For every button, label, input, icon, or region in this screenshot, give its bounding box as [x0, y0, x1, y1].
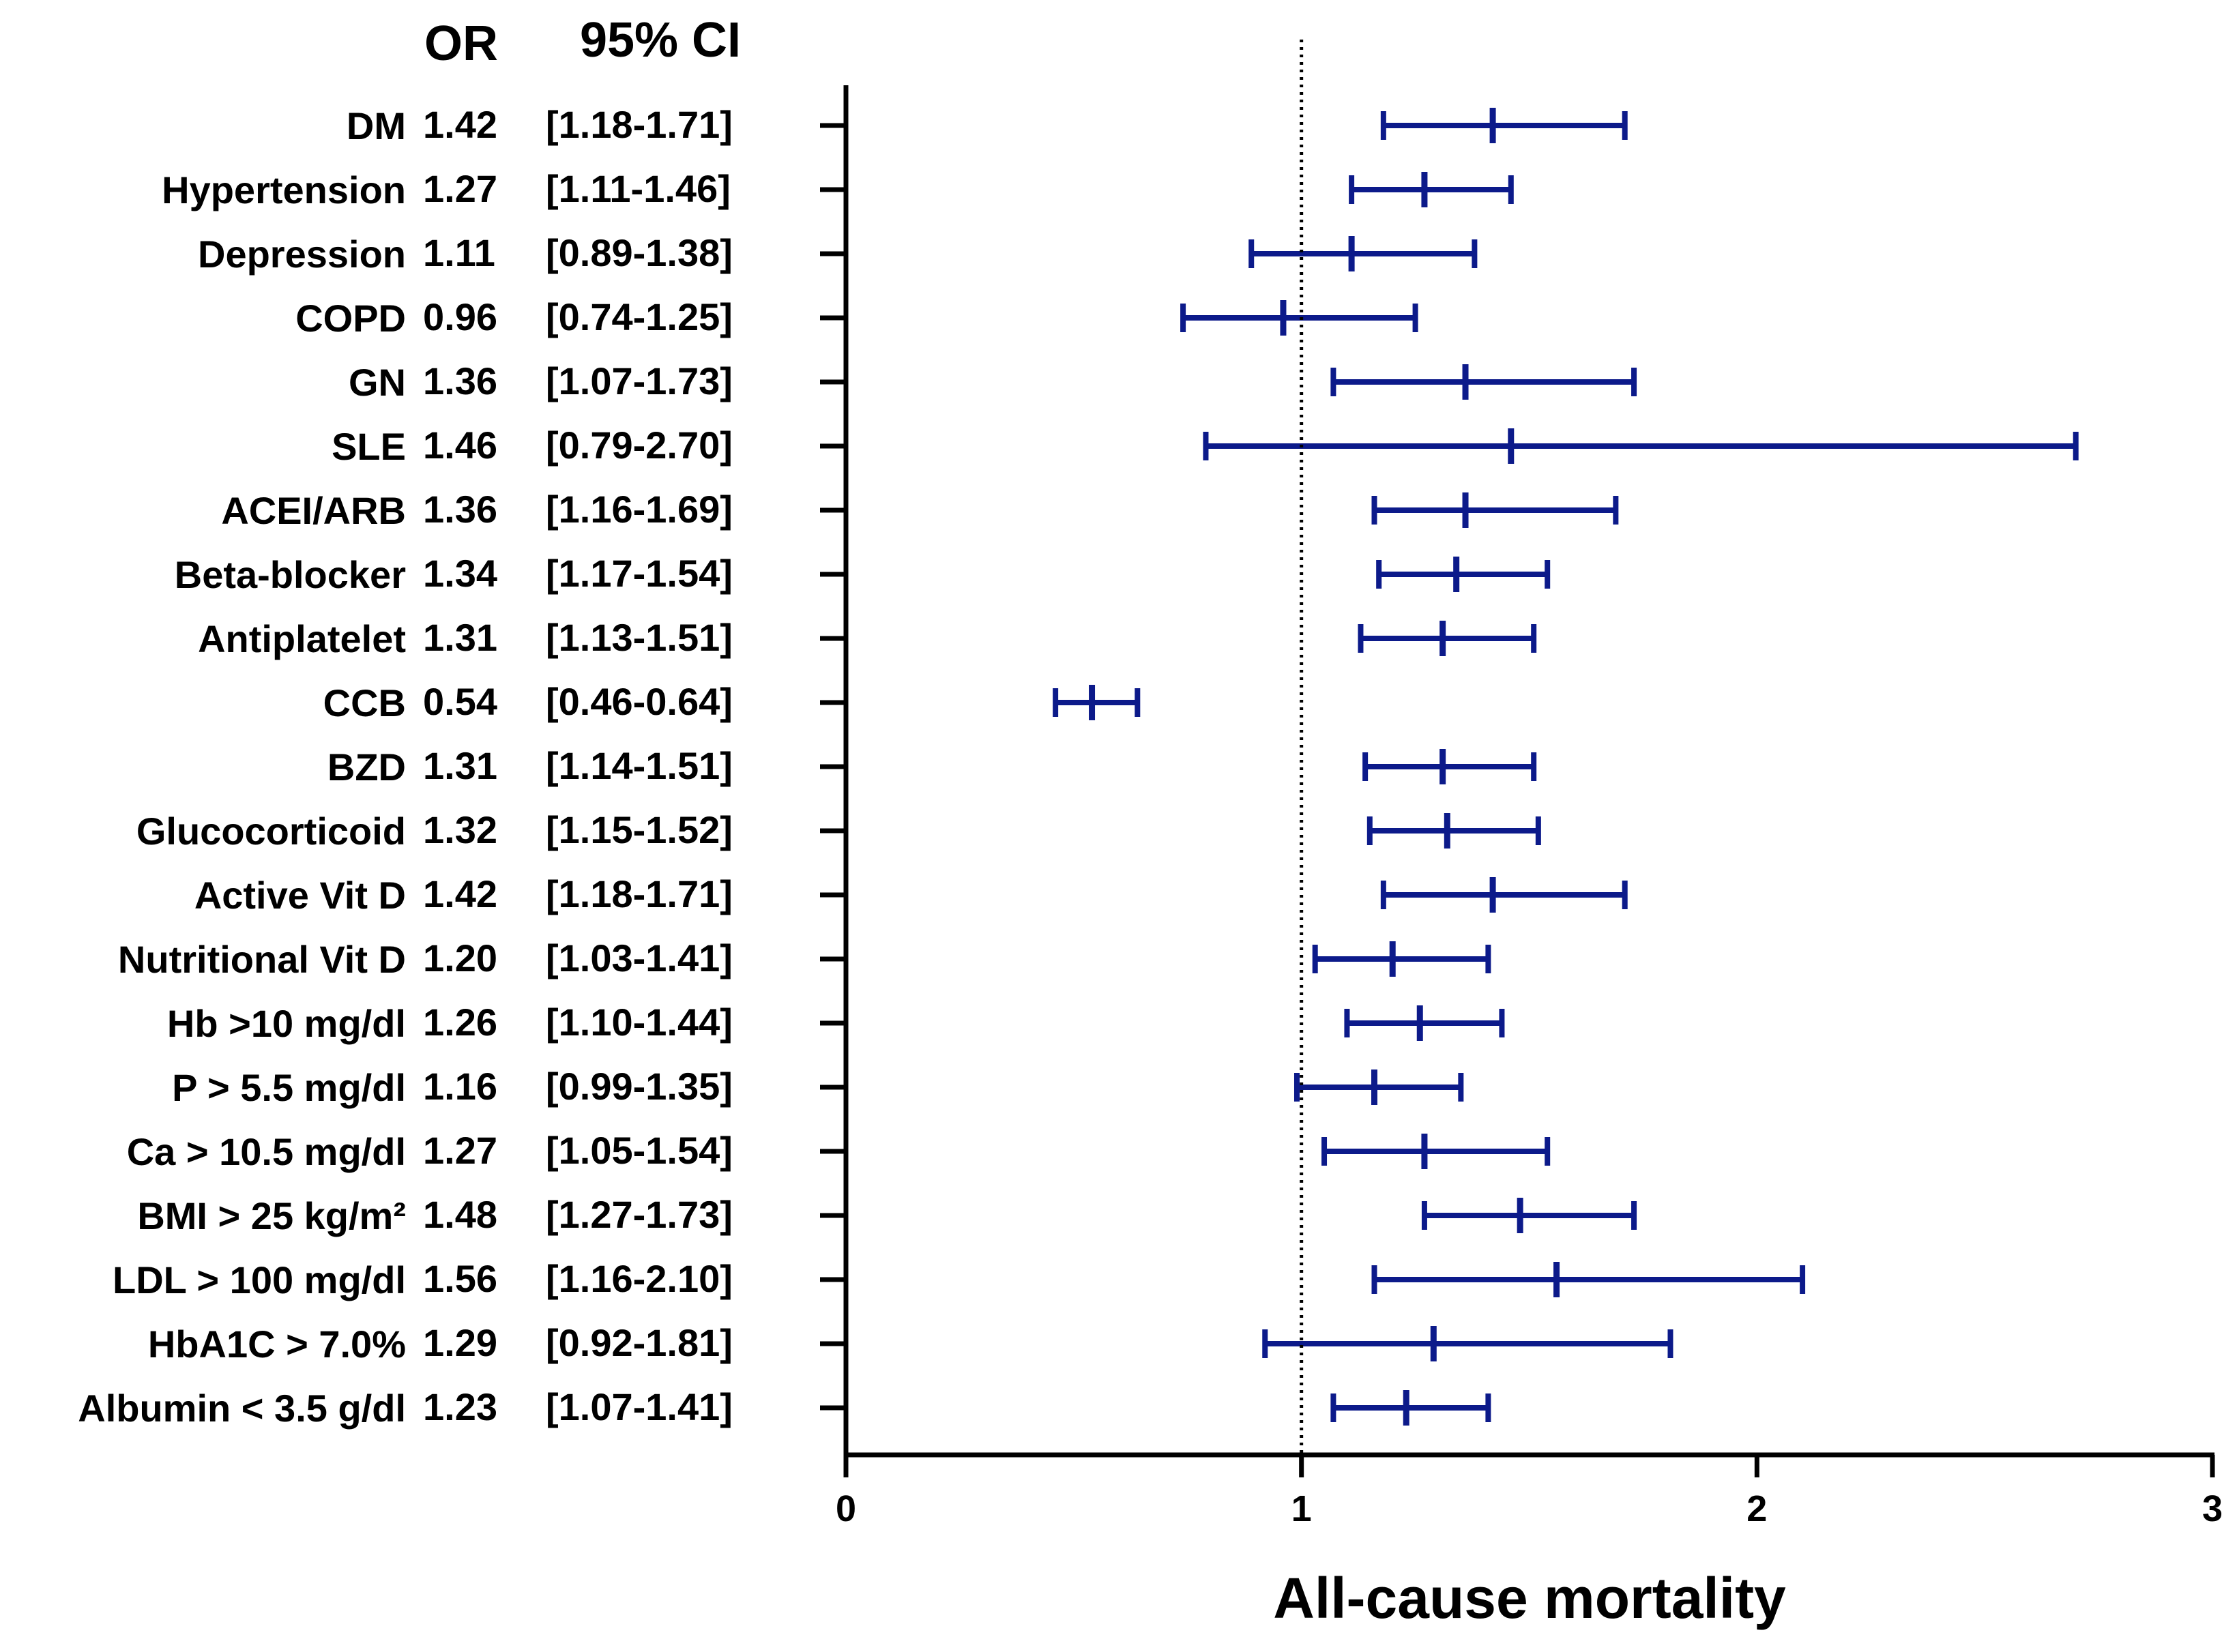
forest-row: Hypertension 1.27 [1.11-1.46] — [162, 167, 1514, 211]
x-tick-label: 2 — [1746, 1488, 1767, 1529]
row-label: Active Vit D — [194, 874, 406, 917]
ci-value: [0.92-1.81] — [546, 1321, 733, 1364]
forest-row: Nutritional Vit D 1.20 [1.03-1.41] — [118, 936, 1491, 981]
or-value: 1.36 — [423, 488, 497, 531]
row-label: BZD — [327, 746, 406, 788]
ci-value: [1.13-1.51] — [546, 616, 733, 659]
or-value: 1.32 — [423, 808, 497, 851]
forest-row: Ca > 10.5 mg/dl 1.27 [1.05-1.54] — [127, 1129, 1551, 1173]
or-value: 1.42 — [423, 872, 497, 915]
forest-row: CCB 0.54 [0.46-0.64] — [323, 680, 1141, 724]
forest-row: LDL > 100 mg/dl 1.56 [1.16-2.10] — [113, 1257, 1806, 1301]
x-tick-label: 3 — [2202, 1488, 2223, 1529]
forest-row: Beta-blocker 1.34 [1.17-1.54] — [175, 552, 1551, 596]
or-value: 1.11 — [423, 231, 495, 274]
row-label: Hypertension — [162, 168, 406, 211]
row-label: LDL > 100 mg/dl — [113, 1258, 406, 1301]
row-label: DM — [347, 104, 406, 147]
forest-row: Glucocorticoid 1.32 [1.15-1.52] — [136, 808, 1541, 853]
ci-value: [0.99-1.35] — [546, 1065, 733, 1108]
x-tick-label: 0 — [836, 1488, 856, 1529]
or-value: 1.23 — [423, 1385, 497, 1428]
ci-value: [1.10-1.44] — [546, 1001, 733, 1044]
or-value: 1.34 — [423, 552, 497, 595]
forest-row: BZD 1.31 [1.14-1.51] — [327, 744, 1537, 788]
or-value: 1.27 — [423, 167, 497, 210]
ci-value: [1.11-1.46] — [546, 167, 731, 210]
row-label: Depression — [198, 233, 406, 276]
ci-value: [1.14-1.51] — [546, 744, 733, 787]
or-value: 0.96 — [423, 295, 497, 338]
or-value: 1.29 — [423, 1321, 497, 1364]
ci-column-header: 95% CI — [580, 13, 741, 68]
forest-row: Active Vit D 1.42 [1.18-1.71] — [194, 872, 1628, 917]
forest-row: GN 1.36 [1.07-1.73] — [349, 359, 1637, 404]
or-value: 1.31 — [423, 744, 497, 787]
forest-row: BMI > 25 kg/m² 1.48 [1.27-1.73] — [137, 1193, 1637, 1237]
or-value: 1.46 — [423, 424, 497, 467]
forest-row: COPD 0.96 [0.74-1.25] — [295, 295, 1418, 340]
row-label: P > 5.5 mg/dl — [172, 1066, 406, 1109]
ci-value: [1.15-1.52] — [546, 808, 733, 851]
or-value: 1.36 — [423, 359, 497, 402]
or-value: 1.31 — [423, 616, 497, 659]
ci-value: [1.18-1.71] — [546, 872, 733, 915]
forest-row: SLE 1.46 [0.79-2.70] — [332, 424, 2079, 468]
ci-value: [0.89-1.38] — [546, 231, 733, 274]
or-value: 1.16 — [423, 1065, 497, 1108]
row-label: Albumin < 3.5 g/dl — [78, 1387, 406, 1430]
row-label: HbA1C > 7.0% — [148, 1323, 406, 1366]
ci-value: [1.17-1.54] — [546, 552, 733, 595]
row-label: GN — [349, 361, 406, 404]
forest-row: Hb >10 mg/dl 1.26 [1.10-1.44] — [167, 1001, 1505, 1045]
or-value: 1.48 — [423, 1193, 497, 1236]
row-label: Ca > 10.5 mg/dl — [127, 1130, 406, 1173]
x-axis-title: All-cause mortality — [1273, 1566, 1786, 1630]
row-label: Antiplatelet — [198, 617, 406, 660]
ci-value: [1.07-1.73] — [546, 359, 733, 402]
row-label: Glucocorticoid — [136, 810, 406, 853]
ci-value: [0.74-1.25] — [546, 295, 733, 338]
row-label: Nutritional Vit D — [118, 938, 406, 981]
or-value: 1.56 — [423, 1257, 497, 1300]
ci-value: [0.46-0.64] — [546, 680, 733, 723]
ci-value: [1.16-2.10] — [546, 1257, 733, 1300]
row-label: CCB — [323, 681, 406, 724]
forest-row: DM 1.42 [1.18-1.71] — [347, 103, 1628, 147]
row-label: BMI > 25 kg/m² — [137, 1194, 406, 1237]
ci-value: [1.27-1.73] — [546, 1193, 733, 1236]
forest-row: Antiplatelet 1.31 [1.13-1.51] — [198, 616, 1537, 660]
x-tick-label: 1 — [1291, 1488, 1312, 1529]
or-value: 1.20 — [423, 936, 497, 979]
or-value: 0.54 — [423, 680, 497, 723]
or-column-header: OR — [424, 16, 498, 71]
ci-value: [1.07-1.41] — [546, 1385, 733, 1428]
forest-row: HbA1C > 7.0% 1.29 [0.92-1.81] — [148, 1321, 1673, 1366]
or-value: 1.27 — [423, 1129, 497, 1172]
row-label: SLE — [332, 425, 406, 468]
forest-row: Depression 1.11 [0.89-1.38] — [198, 231, 1478, 276]
or-value: 1.26 — [423, 1001, 497, 1044]
ci-value: [1.18-1.71] — [546, 103, 733, 146]
row-label: Beta-blocker — [175, 553, 406, 596]
ci-value: [1.16-1.69] — [546, 488, 733, 531]
ci-value: [1.05-1.54] — [546, 1129, 733, 1172]
forest-row: P > 5.5 mg/dl 1.16 [0.99-1.35] — [172, 1065, 1464, 1109]
row-label: Hb >10 mg/dl — [167, 1002, 406, 1045]
forest-row: ACEI/ARB 1.36 [1.16-1.69] — [221, 488, 1619, 532]
forest-row: Albumin < 3.5 g/dl 1.23 [1.07-1.41] — [78, 1385, 1491, 1430]
ci-value: [1.03-1.41] — [546, 936, 733, 979]
or-value: 1.42 — [423, 103, 497, 146]
row-label: ACEI/ARB — [221, 489, 406, 532]
ci-value: [0.79-2.70] — [546, 424, 733, 467]
row-label: COPD — [295, 297, 406, 340]
